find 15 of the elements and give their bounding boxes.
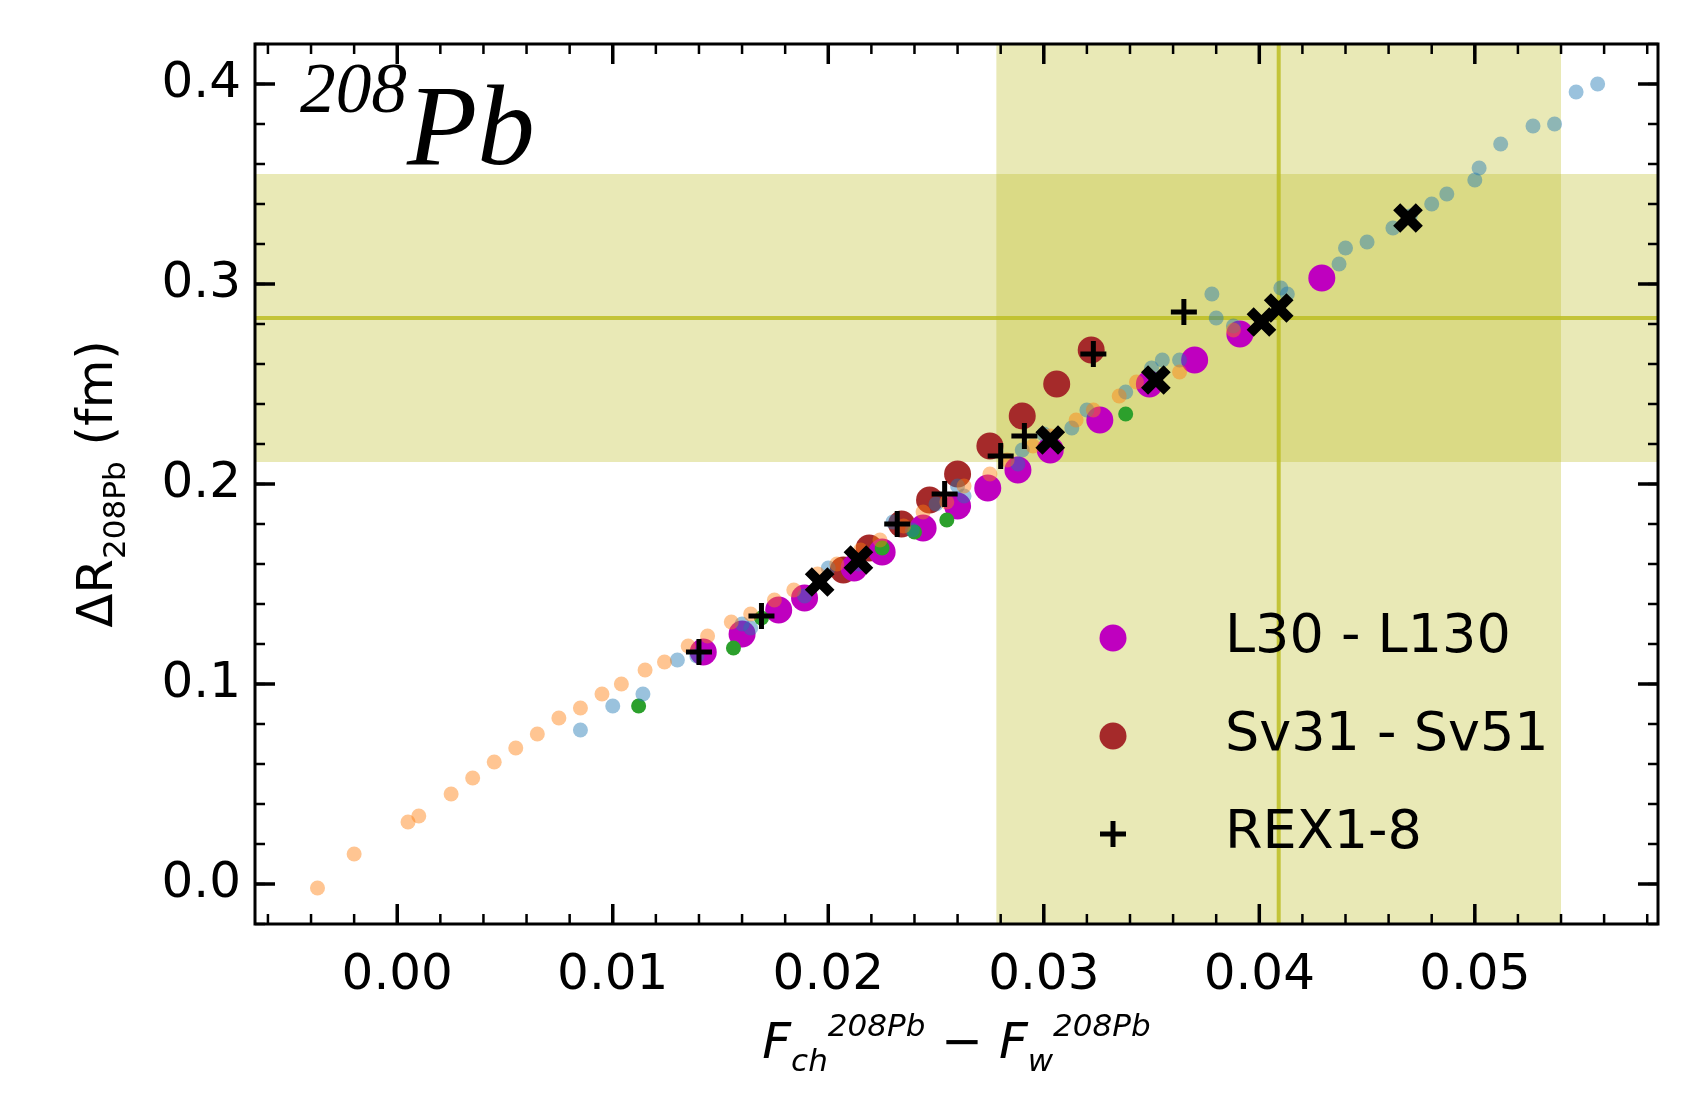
y-tick-label: 0.4 [161,50,241,109]
x-tick-label: 0.00 [341,942,453,1001]
y-tick-label: 0.3 [161,250,241,309]
legend-label: L30 - L130 [1225,602,1511,666]
legend-label: REX1-8 [1225,798,1422,862]
x-tick-label: 0.03 [988,942,1100,1001]
legend-label: Sv31 - Sv51 [1225,700,1549,764]
x-tick-label: 0.04 [1203,942,1315,1001]
y-tick-label: 0.2 [161,450,241,509]
y-tick-label: 0.1 [161,650,241,709]
y-tick-label: 0.0 [161,850,241,909]
x-tick-label: 0.01 [557,942,669,1001]
y-axis-title: ΔR208Pb (fm) [66,340,132,628]
x-tick-label: 0.05 [1419,942,1531,1001]
x-tick-label: 0.02 [772,942,884,1001]
